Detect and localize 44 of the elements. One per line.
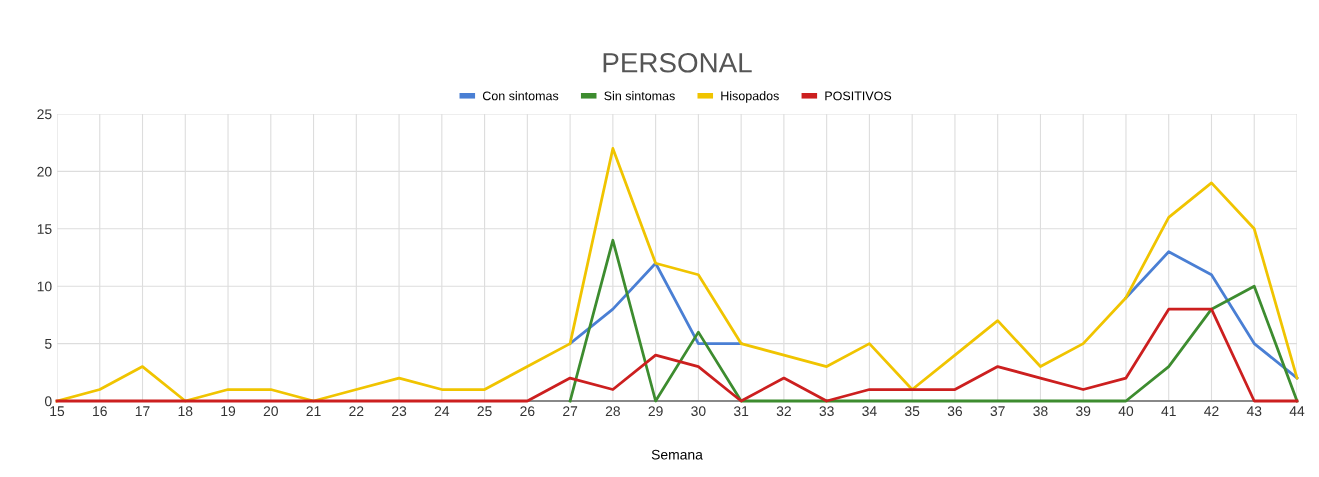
legend-label: Sin sintomas (604, 91, 675, 101)
x-tick-label: 37 (990, 406, 1005, 417)
line-series (55, 147, 1299, 403)
x-tick-label: 33 (819, 406, 834, 417)
x-tick-label: 34 (862, 406, 877, 417)
x-tick-label: 25 (477, 406, 492, 417)
x-tick-label: 42 (1204, 406, 1219, 416)
legend-label: POSITIVOS (825, 91, 892, 101)
legend-label: Hisopados (721, 91, 779, 103)
x-tick-label: 16 (93, 406, 107, 417)
x-tick-label: 18 (178, 406, 193, 417)
x-tick-label: 32 (776, 406, 791, 417)
line-series (568, 238, 1299, 403)
chart-title: PERSONAL (603, 52, 752, 73)
x-tick-label: 29 (648, 406, 663, 417)
x-tick-label: 23 (392, 406, 407, 417)
x-tick-label: 44 (1289, 406, 1305, 416)
x-tick-label: 31 (733, 406, 749, 417)
line-series (55, 307, 1299, 403)
x-tick-label: 40 (1118, 406, 1134, 417)
x-tick-label: 26 (520, 406, 535, 417)
x-tick-label: 21 (306, 406, 321, 416)
x-tick-label: 27 (563, 406, 578, 416)
x-tick-label: 17 (135, 406, 150, 416)
x-tick-label: 19 (221, 406, 236, 417)
x-tick-label: 38 (1033, 406, 1048, 417)
x-tick-label: 30 (691, 406, 706, 417)
y-tick-label: 20 (37, 166, 52, 177)
y-tick-label: 25 (37, 109, 52, 120)
legend-label: Con sintomas (482, 91, 559, 101)
y-tick-label: 5 (44, 339, 52, 349)
y-tick-label: 10 (37, 281, 52, 292)
x-tick-label: 39 (1076, 406, 1091, 417)
y-tick-label: 0 (44, 396, 52, 407)
x-tick-label: 36 (947, 406, 963, 417)
x-tick-label: 43 (1246, 406, 1262, 417)
x-tick-label: 24 (434, 406, 450, 416)
x-tick-label: 41 (1161, 406, 1176, 416)
x-tick-label: 20 (263, 406, 278, 417)
x-axis-title: Semana (651, 449, 703, 460)
x-tick-label: 22 (349, 406, 364, 416)
x-tick-label: 28 (605, 406, 620, 417)
x-tick-label: 35 (904, 406, 920, 417)
y-tick-label: 15 (37, 224, 52, 234)
